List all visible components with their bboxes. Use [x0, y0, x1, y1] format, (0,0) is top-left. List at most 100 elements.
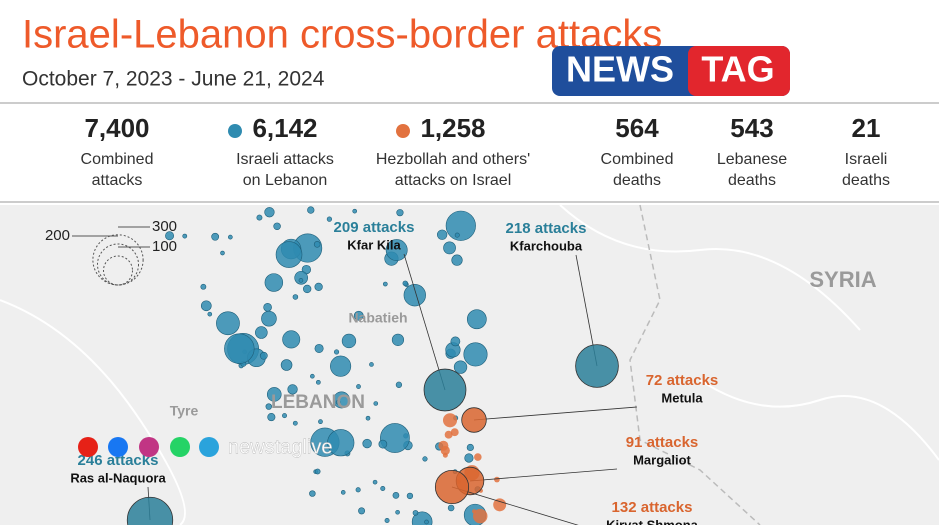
map-dot [453, 360, 468, 374]
stat-value: 1,258 [420, 113, 485, 143]
map-dot [264, 207, 275, 218]
icon [170, 437, 190, 457]
map-dot [450, 428, 459, 437]
map-dot [412, 510, 419, 516]
map-dot [326, 216, 333, 222]
stat-label: Israeli [845, 151, 888, 168]
stat-value: 543 [730, 113, 773, 143]
place-name: SYRIA [809, 267, 876, 292]
map-dot [384, 517, 390, 523]
map-dot [307, 206, 315, 214]
stat-value: 21 [852, 113, 881, 143]
map-dot [267, 413, 276, 422]
map-dot [259, 351, 268, 360]
map-dot [392, 492, 400, 499]
map-dot [362, 438, 372, 449]
map-dot [493, 498, 507, 512]
map-dot [402, 280, 408, 287]
attack-bubble [434, 469, 470, 505]
size-legend-label: 300 [152, 218, 177, 235]
map-dot [334, 349, 340, 355]
map-dot [327, 429, 355, 457]
place-name: Tyre [170, 403, 199, 419]
stat-label: attacks [92, 172, 143, 189]
map-dot [309, 490, 316, 497]
map-dot [464, 453, 474, 463]
leader [451, 486, 579, 525]
map-dot [182, 233, 188, 239]
attack-count: 209 attacks [334, 219, 415, 236]
map-dot [294, 270, 309, 285]
stat-value: 6,142 [252, 113, 317, 143]
map-dot [474, 453, 482, 461]
attack-bubble [423, 368, 467, 412]
map-dot [263, 303, 272, 312]
stat-label: deaths [842, 172, 890, 189]
map-dot [395, 381, 403, 388]
map-dot [200, 300, 212, 312]
attack-count: 91 attacks [626, 434, 699, 451]
map-dot [314, 468, 321, 475]
map-dot [385, 239, 408, 262]
map-dot [273, 222, 281, 231]
stat-label: on Lebanon [243, 172, 328, 189]
map-dot [280, 359, 293, 371]
legend-marker [228, 124, 242, 138]
map-dot [396, 209, 404, 217]
icon [78, 437, 98, 457]
map-dot [494, 476, 500, 483]
map-dot [358, 507, 366, 515]
map-dot [266, 387, 282, 402]
map-dot [472, 508, 488, 524]
map-dot [341, 333, 357, 349]
icon [199, 437, 219, 457]
stat-label: attacks on Israel [395, 172, 512, 189]
logo-text: TAG [701, 49, 774, 90]
map-dot [466, 443, 474, 452]
map-dot [282, 413, 287, 419]
place-label: Ras al-Naquora [70, 470, 166, 485]
stat-label: deaths [728, 172, 776, 189]
map-dot [451, 254, 463, 266]
map-dot [355, 487, 361, 493]
place-label: Kfarchouba [510, 238, 583, 253]
map-dot [365, 415, 371, 421]
map-dot [292, 294, 299, 300]
size-legend-label: 100 [152, 238, 177, 255]
stat-label: Combined [81, 151, 154, 168]
watermark: newstaglive [228, 436, 333, 458]
map-dot [380, 423, 410, 453]
map-dot [313, 241, 321, 248]
map-dot [220, 250, 225, 256]
map-dot [353, 310, 364, 321]
map-dot [372, 479, 378, 485]
map-dot [442, 452, 448, 458]
map-dot [287, 384, 298, 395]
map-dot [256, 214, 263, 221]
map-dot [422, 456, 428, 462]
map-dot [211, 232, 220, 241]
subtitle: October 7, 2023 - June 21, 2024 [22, 68, 325, 91]
map-dot [369, 362, 374, 367]
map-dot [298, 278, 304, 283]
map-dot [303, 284, 312, 294]
place-label: Kiryat Shmona [606, 517, 699, 525]
map-dot [454, 232, 460, 238]
map-dot [438, 440, 449, 451]
map-dot [207, 311, 213, 317]
place-label: Metula [661, 390, 703, 405]
map-dot [255, 326, 268, 339]
map-dot [436, 229, 448, 240]
attack-count: 72 attacks [646, 372, 719, 389]
attack-count: 246 attacks [78, 452, 159, 469]
attack-bubble [575, 344, 619, 388]
leader [469, 468, 618, 482]
map-roads [0, 204, 939, 525]
map-dot [292, 420, 298, 426]
map-dot [373, 401, 379, 406]
overlay: 200 300 100 SYRIA LEBANON Nabatieh Tyre 209 att… [45, 218, 877, 525]
logo-box [688, 46, 790, 96]
map-dot [228, 234, 233, 240]
logo: NEWS TAG [552, 46, 790, 96]
